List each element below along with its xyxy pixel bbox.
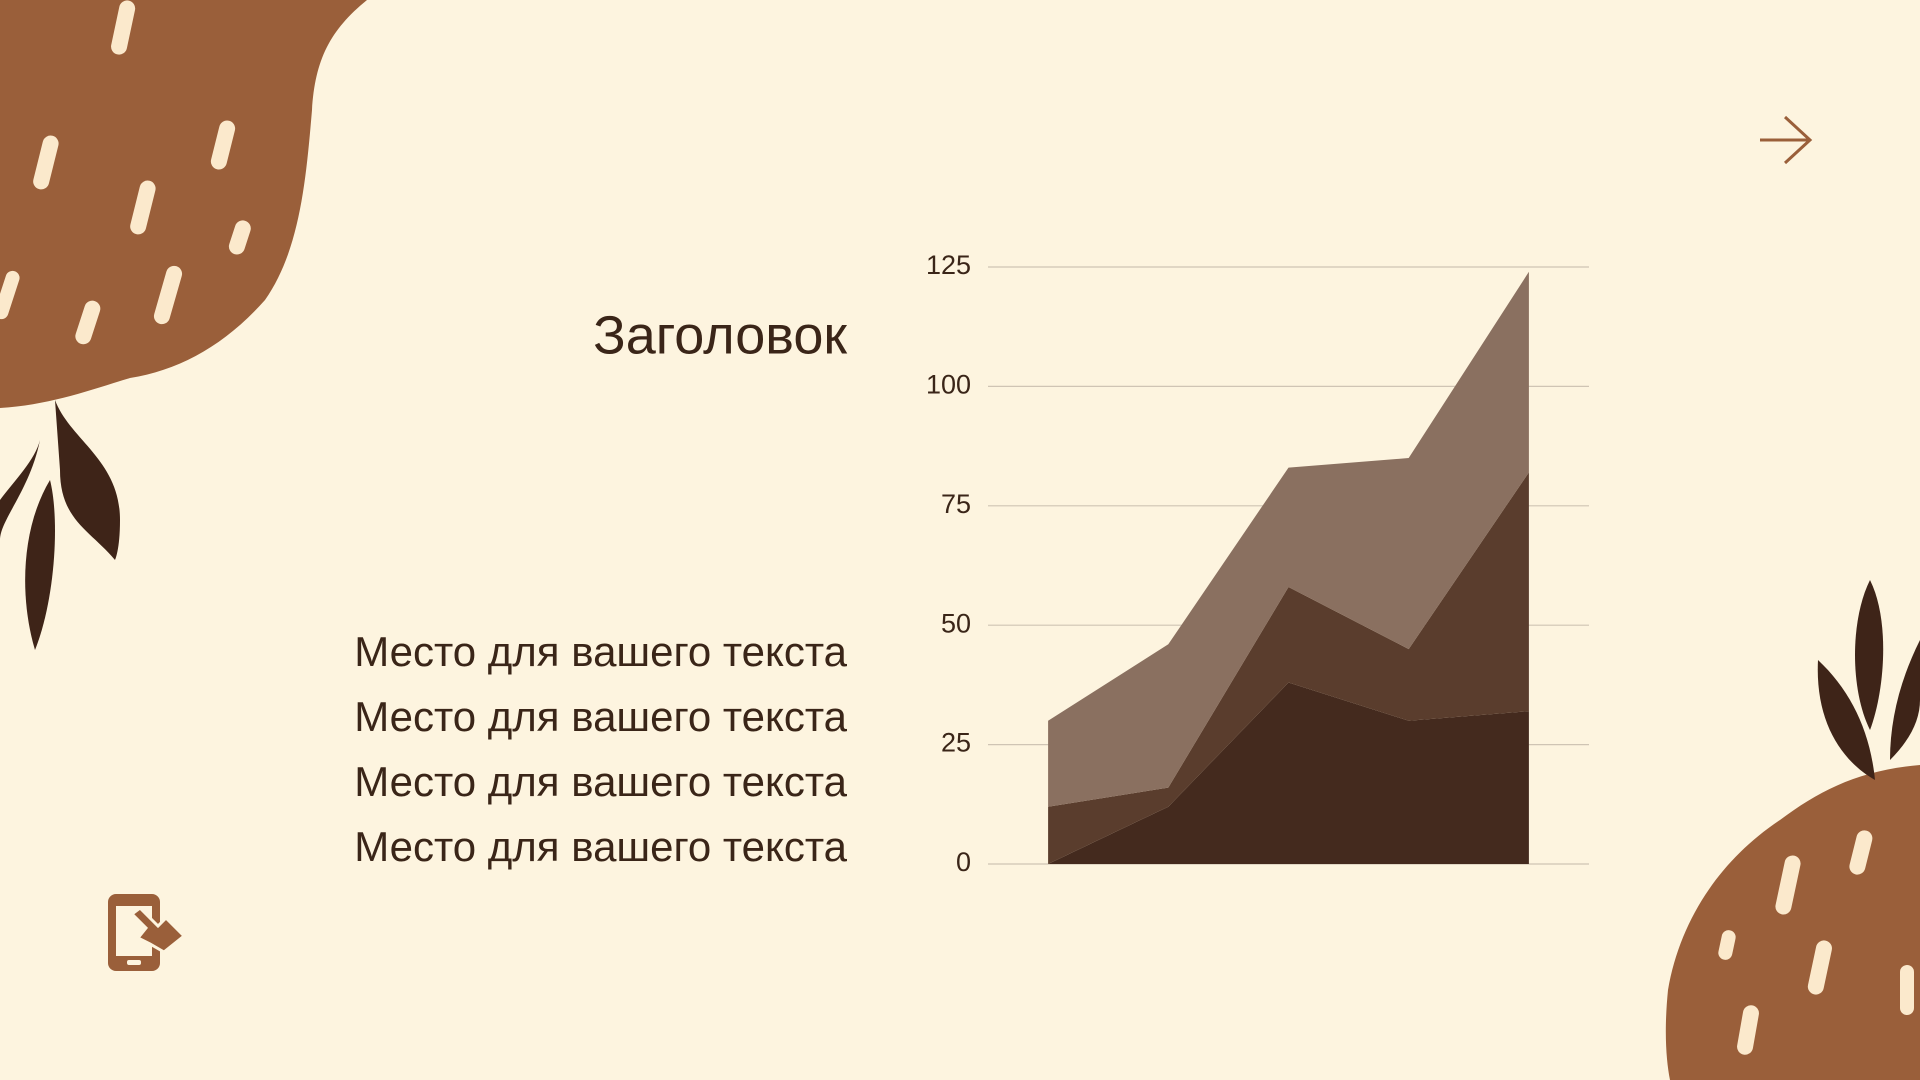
- area: [1048, 271, 1529, 807]
- decor-bottom-right: [1665, 580, 1920, 1080]
- next-arrow[interactable]: [1760, 115, 1813, 165]
- phone-icon: [108, 894, 187, 971]
- area: [1048, 472, 1529, 864]
- body-line: Место для вашего текста: [354, 823, 847, 870]
- body-line: Место для вашего текста: [354, 758, 847, 805]
- y-tick-label: 75: [941, 489, 971, 519]
- area: [1048, 682, 1529, 864]
- slide-title: Заголовок: [593, 305, 847, 365]
- decor-top-left: [0, 0, 367, 650]
- y-tick-label: 50: [941, 608, 971, 638]
- body-line: Место для вашего текста: [354, 693, 847, 740]
- y-tick-label: 25: [941, 728, 971, 758]
- y-tick-label: 0: [956, 847, 971, 877]
- body-line: Место для вашего текста: [354, 628, 847, 675]
- y-tick-label: 100: [926, 370, 971, 400]
- y-tick-label: 125: [926, 250, 971, 280]
